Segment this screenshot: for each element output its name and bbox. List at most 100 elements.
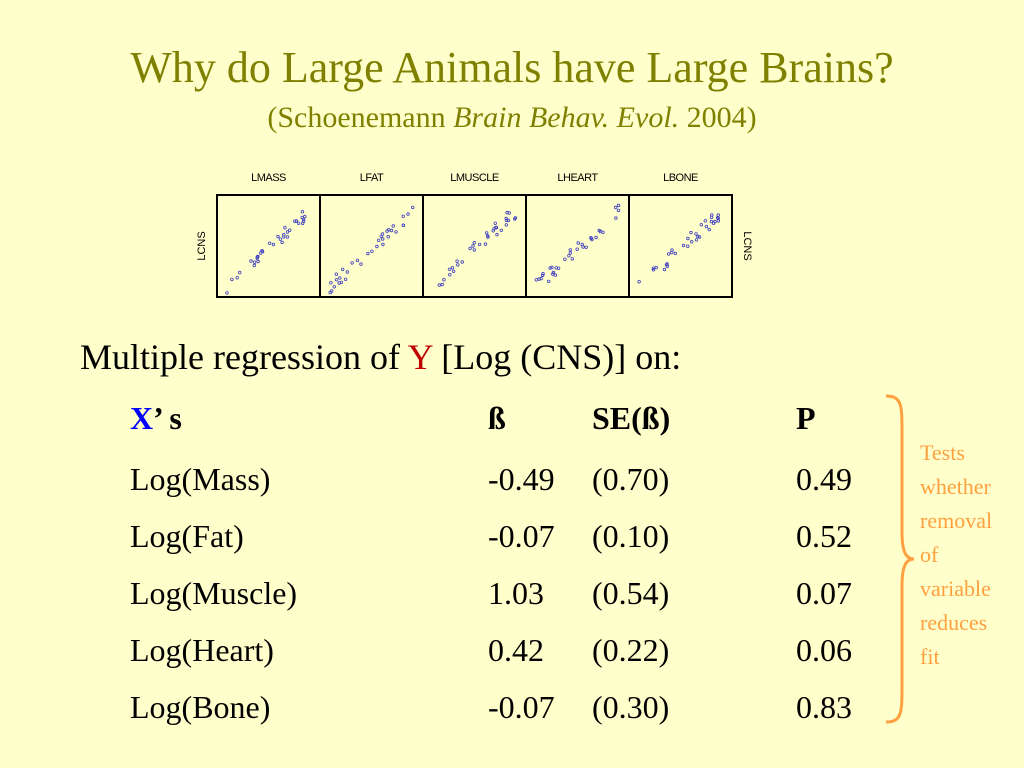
scatter-point [472,248,476,252]
scatter-point [300,215,304,220]
table-row: Log(Mass) -0.49 (0.70) 0.49 [0,455,1024,503]
scatter-point [491,229,495,233]
scatter-point [689,230,693,235]
scatter-point [709,219,714,224]
row-name: Log(Muscle) [130,575,298,611]
scatter-point [486,234,490,238]
scatter-point [235,276,239,280]
scatter-point [539,276,543,281]
scatter-point [673,251,678,256]
scatter-point [589,236,593,240]
scatter-point [670,248,674,252]
scatter-point [300,210,305,214]
header-x-suffix: ’ s [153,400,182,436]
scatter-point [440,282,444,287]
scatter-point [494,225,498,230]
scatter-point [448,272,452,277]
scatter-point [338,276,342,280]
scatter-point [556,266,561,270]
scatter-point [568,251,572,255]
scatter-point [366,251,370,256]
row-beta: -0.07 [488,689,555,725]
scatter-point [260,248,264,253]
scatter-point [568,248,572,252]
scatter-point [293,219,297,223]
scatter-point [386,234,390,239]
scatter-point [394,230,398,234]
scatter-point [662,267,667,272]
scatter-point [507,211,511,215]
row-p: 0.06 [796,632,852,668]
scatter-point [256,254,260,259]
scatter-point [401,223,406,228]
heading-suffix: [Log (CNS)] on: [432,337,682,377]
table-row: Log(Muscle) 1.03 (0.54) 0.07 [0,569,1024,617]
scatter-point [541,273,545,278]
row-se: (0.22) [592,632,670,668]
row-p: 0.83 [796,689,852,725]
scatter-point [651,268,656,272]
scatter-point [255,256,259,260]
scatter-point [252,263,256,268]
row-se: (0.54) [592,575,670,611]
scatter-point [350,261,354,265]
scatter-point [391,224,395,228]
scatter-point [389,228,394,233]
scatter-point [581,245,585,249]
scatter-point [654,265,658,270]
scatter-point [710,213,714,217]
scatter-point [285,235,290,239]
scatter-point [339,280,344,285]
slide-subtitle: (Schoenemann Brain Behav. Evol. 2004) [0,100,1024,136]
scatter-point [483,242,488,246]
scatter-point [225,291,229,295]
scatter-point [575,247,579,251]
note-line: Tests [920,440,965,465]
scatter-point [613,205,618,210]
scatter-point [690,239,694,244]
scatter-point [616,203,621,208]
scatter-point [541,271,545,276]
scatter-point [256,259,260,264]
scatter-point [548,266,552,270]
scatter-point [282,232,286,237]
scatter-point [379,234,383,239]
scatter-point [280,240,284,245]
scatter-point [447,267,452,271]
scatter-panel [216,194,321,298]
scatter-panel [319,194,424,298]
scatter-point [716,213,720,217]
curly-brace [885,394,915,724]
panel-label: LFAT [360,172,384,184]
scatter-point [694,238,699,242]
scatter-point [696,234,700,239]
scatter-point [238,270,242,275]
scatter-point [345,270,349,274]
note-line: removal [920,508,993,533]
panel-label: LMASS [251,172,286,184]
row-beta: -0.49 [488,461,555,497]
scatter-point [563,257,567,261]
scatter-point [664,263,669,267]
scatter-point [484,231,489,235]
scatter-point [450,266,455,270]
scatter-point [686,244,690,248]
scatter-point [493,221,497,225]
scatter-point [576,241,580,245]
scatter-point [499,228,503,232]
scatter-point [380,232,385,236]
table-row: Log(Bone) -0.07 (0.30) 0.83 [0,683,1024,731]
scatter-point [570,257,574,261]
scatter-point [513,217,517,221]
row-p: 0.49 [796,461,852,497]
scatter-point [410,205,415,210]
scatter-point [355,258,360,263]
scatter-point [258,251,263,255]
scatter-point [300,221,305,226]
note-line: fit [920,644,940,669]
scatter-point [681,243,686,248]
scatter-point [598,229,603,234]
scatter-point [329,289,334,293]
scatter-point [376,238,381,242]
scatter-point [343,277,348,281]
